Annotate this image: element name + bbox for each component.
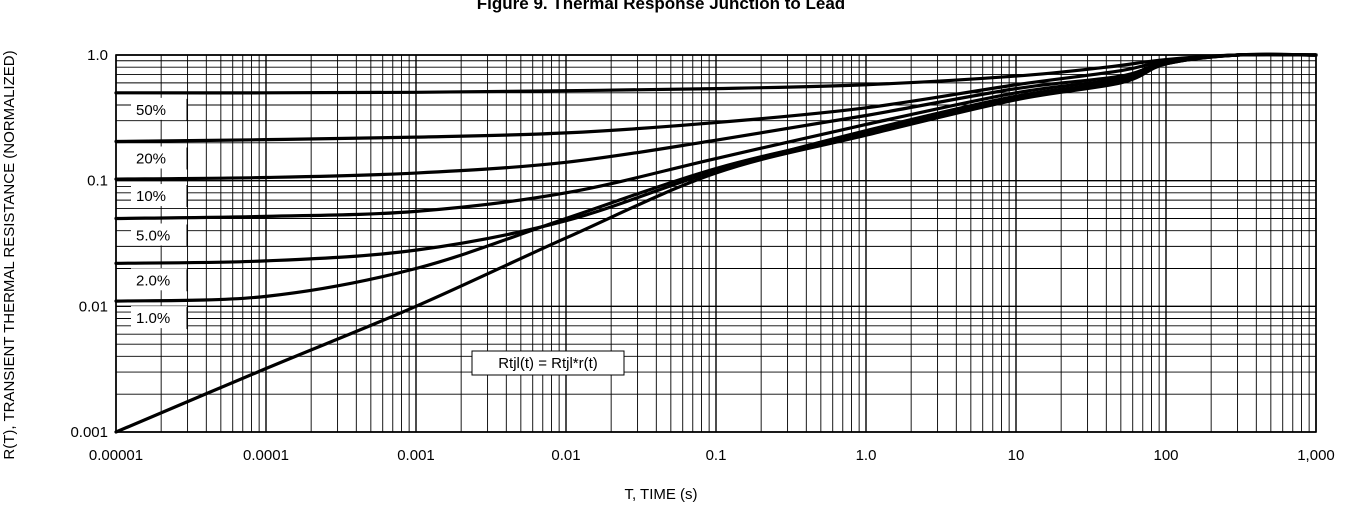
chart-title: Figure 9. Thermal Response Junction to L… xyxy=(477,0,845,13)
series-label: 20% xyxy=(136,150,166,167)
series-label-box xyxy=(131,223,187,246)
x-tick-label: 0.01 xyxy=(551,447,580,464)
series-label-box xyxy=(131,306,187,329)
y-tick-label: 1.0 xyxy=(87,47,108,64)
series-label: 5.0% xyxy=(136,227,170,244)
series-label: 10% xyxy=(136,188,166,205)
formula-annotation: Rtjl(t) = Rtjl*r(t) xyxy=(471,350,625,376)
x-tick-label: 100 xyxy=(1153,447,1178,464)
y-axis-title: R(T), TRANSIENT THERMAL RESISTANCE (NORM… xyxy=(1,50,18,459)
x-tick-label: 0.1 xyxy=(706,447,727,464)
x-tick-label: 0.00001 xyxy=(89,447,143,464)
series-lines xyxy=(114,52,1318,434)
x-tick-label: 1.0 xyxy=(856,447,877,464)
y-tick-label: 0.001 xyxy=(70,424,108,441)
x-tick-label: 0.0001 xyxy=(243,447,289,464)
series-label: 50% xyxy=(136,102,166,119)
x-tick-label: 1,000 xyxy=(1297,447,1335,464)
y-tick-label: 0.01 xyxy=(79,298,108,315)
series-label-box xyxy=(131,97,187,120)
series-line-single-pulse xyxy=(114,52,1318,434)
series-label: 2.0% xyxy=(136,272,170,289)
series-label: 1.0% xyxy=(136,310,170,327)
series-label-box xyxy=(131,184,187,207)
y-tick-labels: 0.001 0.01 0.1 1.0 xyxy=(70,47,108,441)
plot-frame xyxy=(115,54,1317,433)
series-label-box xyxy=(131,146,187,169)
grid-major-lines xyxy=(115,54,1317,433)
annotation-box xyxy=(471,350,625,376)
series-label-box xyxy=(131,268,187,291)
x-axis-title: T, TIME (s) xyxy=(624,486,697,503)
y-tick-label: 0.1 xyxy=(87,173,108,190)
annotation-text: Rtjl(t) = Rtjl*r(t) xyxy=(498,355,598,372)
x-tick-labels: 0.00001 0.0001 0.001 0.01 0.1 1.0 10 100 1,000 xyxy=(89,447,1335,464)
x-tick-label: 0.001 xyxy=(397,447,435,464)
x-tick-label: 10 xyxy=(1008,447,1025,464)
series-labels: 50% 20% 10% 5.0% 2.0% 1.0% xyxy=(131,97,188,330)
